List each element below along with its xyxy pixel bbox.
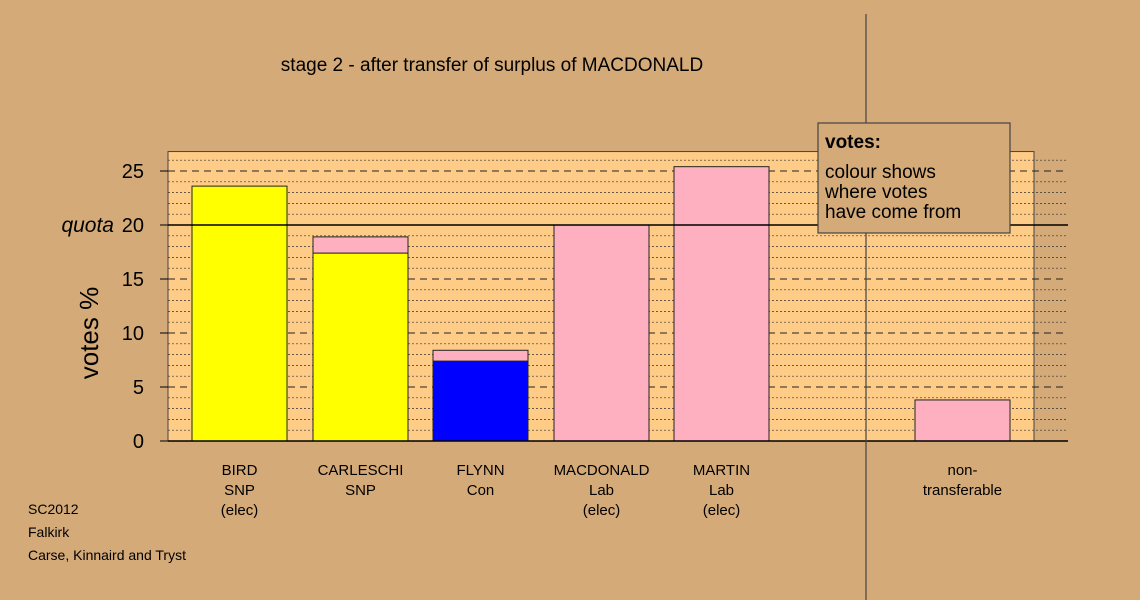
category-label: (elec)	[703, 502, 741, 519]
y-tick-label: 0	[133, 431, 144, 453]
y-axis-title: votes %	[74, 287, 104, 380]
footer-line: SC2012	[28, 501, 79, 517]
legend-text: have come from	[825, 202, 961, 223]
bar-segment	[312, 236, 409, 254]
chart-title: stage 2 - after transfer of surplus of M…	[281, 55, 703, 76]
bar-segment	[312, 252, 409, 442]
legend-text: colour shows	[825, 162, 936, 183]
category-label: Lab	[589, 482, 614, 499]
category-label: BIRD	[222, 462, 258, 479]
bar-segment	[553, 224, 650, 442]
category-label: Con	[467, 482, 495, 499]
bar-segment	[191, 185, 288, 442]
y-tick-label: 20	[122, 215, 144, 237]
category-label: (elec)	[583, 502, 621, 519]
category-label: CARLESCHI	[318, 462, 404, 479]
quota-label: quota	[61, 214, 114, 237]
bar-segment	[673, 166, 770, 442]
bar-segment	[914, 399, 1011, 442]
category-label: MACDONALD	[554, 462, 650, 479]
bar-segment	[432, 349, 529, 362]
category-label: MARTIN	[693, 462, 750, 479]
y-tick-label: 15	[122, 269, 144, 291]
legend-box	[817, 122, 1011, 234]
y-tick-label: 5	[133, 377, 144, 399]
category-label: (elec)	[221, 502, 259, 519]
footer-line: Falkirk	[28, 524, 70, 540]
category-label: non-	[947, 462, 977, 479]
category-label: Lab	[709, 482, 734, 499]
y-tick-label: 10	[122, 323, 144, 345]
category-label: FLYNN	[456, 462, 504, 479]
category-label: SNP	[345, 482, 376, 499]
legend-title: votes:	[825, 132, 881, 153]
legend-text: where votes	[824, 182, 927, 203]
footer-line: Carse, Kinnaird and Tryst	[28, 547, 186, 563]
y-tick-label: 25	[122, 161, 144, 183]
category-label: transferable	[923, 482, 1002, 499]
bar-segment	[432, 360, 529, 442]
category-label: SNP	[224, 482, 255, 499]
